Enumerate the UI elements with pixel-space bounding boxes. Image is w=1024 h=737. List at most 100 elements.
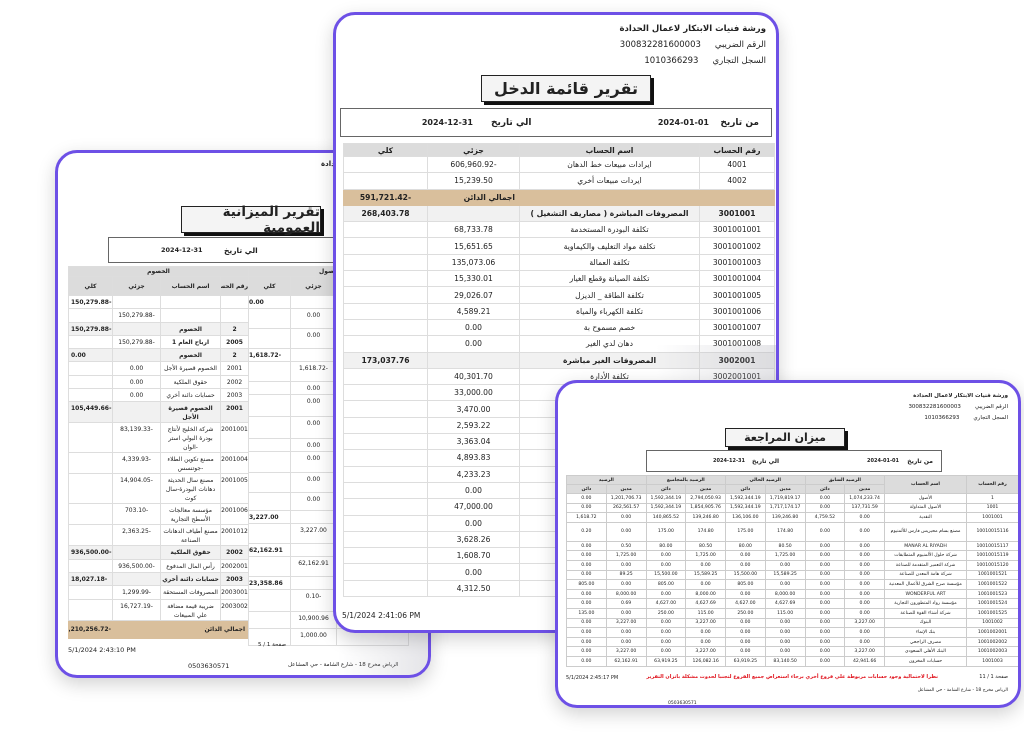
cell-total <box>248 394 291 417</box>
cell-partial <box>290 576 337 590</box>
cell-account-no: 2001001 <box>220 422 250 454</box>
table-row: 2005 ارباح العام 1 -150,279.88 <box>67 334 250 350</box>
cell-cur-credit: 80.00 <box>725 540 766 552</box>
cell-account-no: 10010015116 <box>966 521 1018 542</box>
cell-partial <box>427 204 520 223</box>
cell-account-name: شركة أشتاء القوة للصناعة <box>884 607 968 619</box>
cell-account-name: النقدية <box>884 512 968 523</box>
cell-account-name: مؤسسة صرح الشرق للأعمال المعدنية <box>884 579 968 590</box>
cell-cur-debit: 0.00 <box>764 617 806 629</box>
cell-account-name: مصنع سال الحديثة دهانات البودرة-سال كوت <box>160 473 222 505</box>
cell-account-name: رأس المال المدفوع <box>160 558 222 573</box>
total-row: اجمالي الدائن -1,210,256.72 <box>67 619 250 639</box>
cell-partial: -1,299.99 <box>112 585 162 600</box>
cell-total <box>343 579 428 598</box>
table-row: 1 الأصول 1,074,233.74 0.00 1,719,819.17 1,592… <box>566 493 1018 504</box>
cell-account-name: ايرادات مبيعات خط الدهان <box>519 155 700 174</box>
cell-cur-debit: 83,140.50 <box>764 655 806 667</box>
cell-partial: 47,000.00 <box>427 498 520 516</box>
from-label: من تاريخ <box>907 457 933 465</box>
cell-total <box>343 563 428 581</box>
cell-partial: 0.00 <box>290 328 337 349</box>
cell-partial: 0.00 <box>290 492 337 511</box>
cell-prev-debit: 137,731.59 <box>844 502 886 514</box>
cell-account-name: المصروفات الغير مباشرة <box>519 351 700 369</box>
cell-bal-debit: 62,162.91 <box>605 655 647 667</box>
cell-partial: 4,233.23 <box>427 465 520 483</box>
cell-total <box>343 172 428 190</box>
cell-partial <box>112 294 162 310</box>
cell-total <box>248 589 291 612</box>
cell-account-name: حسابات دائنة أخري <box>160 571 222 587</box>
cell-account-no: 3001001008 <box>699 335 775 353</box>
cell-cur-debit: 0.00 <box>764 627 806 638</box>
cell-partial: 0.00 <box>427 563 520 581</box>
cell-account-no: 2002001 <box>220 558 250 573</box>
date-range: من تاريخ 2024-01-01 الي تاريخ 2024-12-31 <box>646 450 942 472</box>
printed-timestamp: 5/1/2024 2:41:06 PM <box>342 611 421 620</box>
cell-total: 173,037.76 <box>343 351 428 369</box>
table-row: 2003001 المصروفات المستحقة -1,299.99 <box>67 585 250 600</box>
cell-partial: 3,628.26 <box>427 530 520 549</box>
cell-account-no: 1001002003 <box>966 646 1018 657</box>
cell-cur-debit: 15,589.25 <box>764 569 806 581</box>
cell-bal-debit: 0.50 <box>605 540 647 552</box>
table-row: 3001001002 تكلفة مواد التغليف والكيماوية 1… <box>343 237 775 255</box>
cr-label: السجل التجاري <box>973 415 1008 421</box>
cell-account-name: الخصوم قصيرة الأجل <box>160 361 222 376</box>
cell-account-name: خصم مسموح بة <box>519 318 700 337</box>
cell-cur-debit: 0.00 <box>764 636 806 648</box>
cell-cur-credit: 0.00 <box>725 617 766 629</box>
cell-partial <box>112 545 162 560</box>
cell-total <box>343 465 428 483</box>
col-account-no: رقم الحساب <box>699 143 775 157</box>
cell-partial: 3,363.04 <box>427 433 520 451</box>
cell-partial: 1,608.70 <box>427 547 520 565</box>
cell-total: 0.00 <box>67 348 114 363</box>
cell-cur-debit: 1,725.00 <box>764 550 806 561</box>
cell-partial: 29,026.07 <box>427 286 520 304</box>
cell-account-no: 1001002001 <box>966 627 1018 638</box>
table-row: -150,279.88 <box>67 294 250 310</box>
tax-label: الرقم الضريبي <box>714 40 766 50</box>
cell-cur-credit: 0.00 <box>725 588 766 600</box>
cell-account-no: 1001001522 <box>966 579 1018 590</box>
cell-cum-debit: 4,627.69 <box>685 598 726 609</box>
liabilities-header: الخصوم <box>67 266 250 277</box>
cell-cur-credit: 63,919.25 <box>725 655 766 667</box>
cell-total <box>67 585 114 600</box>
cell-account-no: 2005 <box>220 334 250 350</box>
table-row: 2001005 مصنع سال الحديثة دهانات البودرة-س… <box>67 473 250 505</box>
cell-account-no: 2001006 <box>220 503 250 526</box>
cell-account-no <box>220 308 250 323</box>
cell-account-no: 10010015119 <box>966 550 1018 561</box>
cell-account-name: شركة حلول الألمنيوم المتطابقات <box>884 550 968 561</box>
cell-cum-debit: 126,082.16 <box>685 655 726 667</box>
cell-total <box>67 503 114 526</box>
cell-cur-credit: 805.00 <box>725 579 766 590</box>
to-label: الي تاريخ <box>491 117 532 128</box>
cell-total: -18,027.18 <box>67 571 114 587</box>
cell-partial: -150,279.88 <box>112 308 162 323</box>
col-debit: مدين <box>844 484 886 494</box>
cell-cum-credit: 0.00 <box>645 646 687 657</box>
cell-bal-debit: 3,227.00 <box>605 646 647 657</box>
cell-total <box>343 416 428 435</box>
cell-prev-debit: 1,074,233.74 <box>844 493 886 504</box>
cell-cum-credit: 140,865.52 <box>645 512 687 523</box>
cell-cur-credit: 4,627.00 <box>725 598 766 609</box>
cell-partial <box>112 321 162 336</box>
cell-account-name: حقوق الملكية <box>160 374 222 390</box>
cell-account-no: 3002001 <box>699 351 775 369</box>
cell-bal-debit: 0.00 <box>605 636 647 648</box>
cell-total <box>343 270 428 288</box>
cell-account-name: MANAR AL RIYADH <box>884 540 968 552</box>
trial-balance-report: ورشة فنيات الابتكار لاعمال الحدادة الرقم… <box>555 380 1021 708</box>
cell-account-no: 2 <box>220 321 250 336</box>
cell-total <box>248 438 291 452</box>
table-row: 2002001 رأس المال المدفوع -936,500.00 <box>67 558 250 573</box>
cell-account-name: شركة التعمير المتقدمة للصناعة <box>884 559 968 571</box>
cell-prev-credit: 0.00 <box>804 569 846 581</box>
cell-account-no: 2002 <box>220 374 250 390</box>
from-label: من تاريخ <box>720 117 759 128</box>
